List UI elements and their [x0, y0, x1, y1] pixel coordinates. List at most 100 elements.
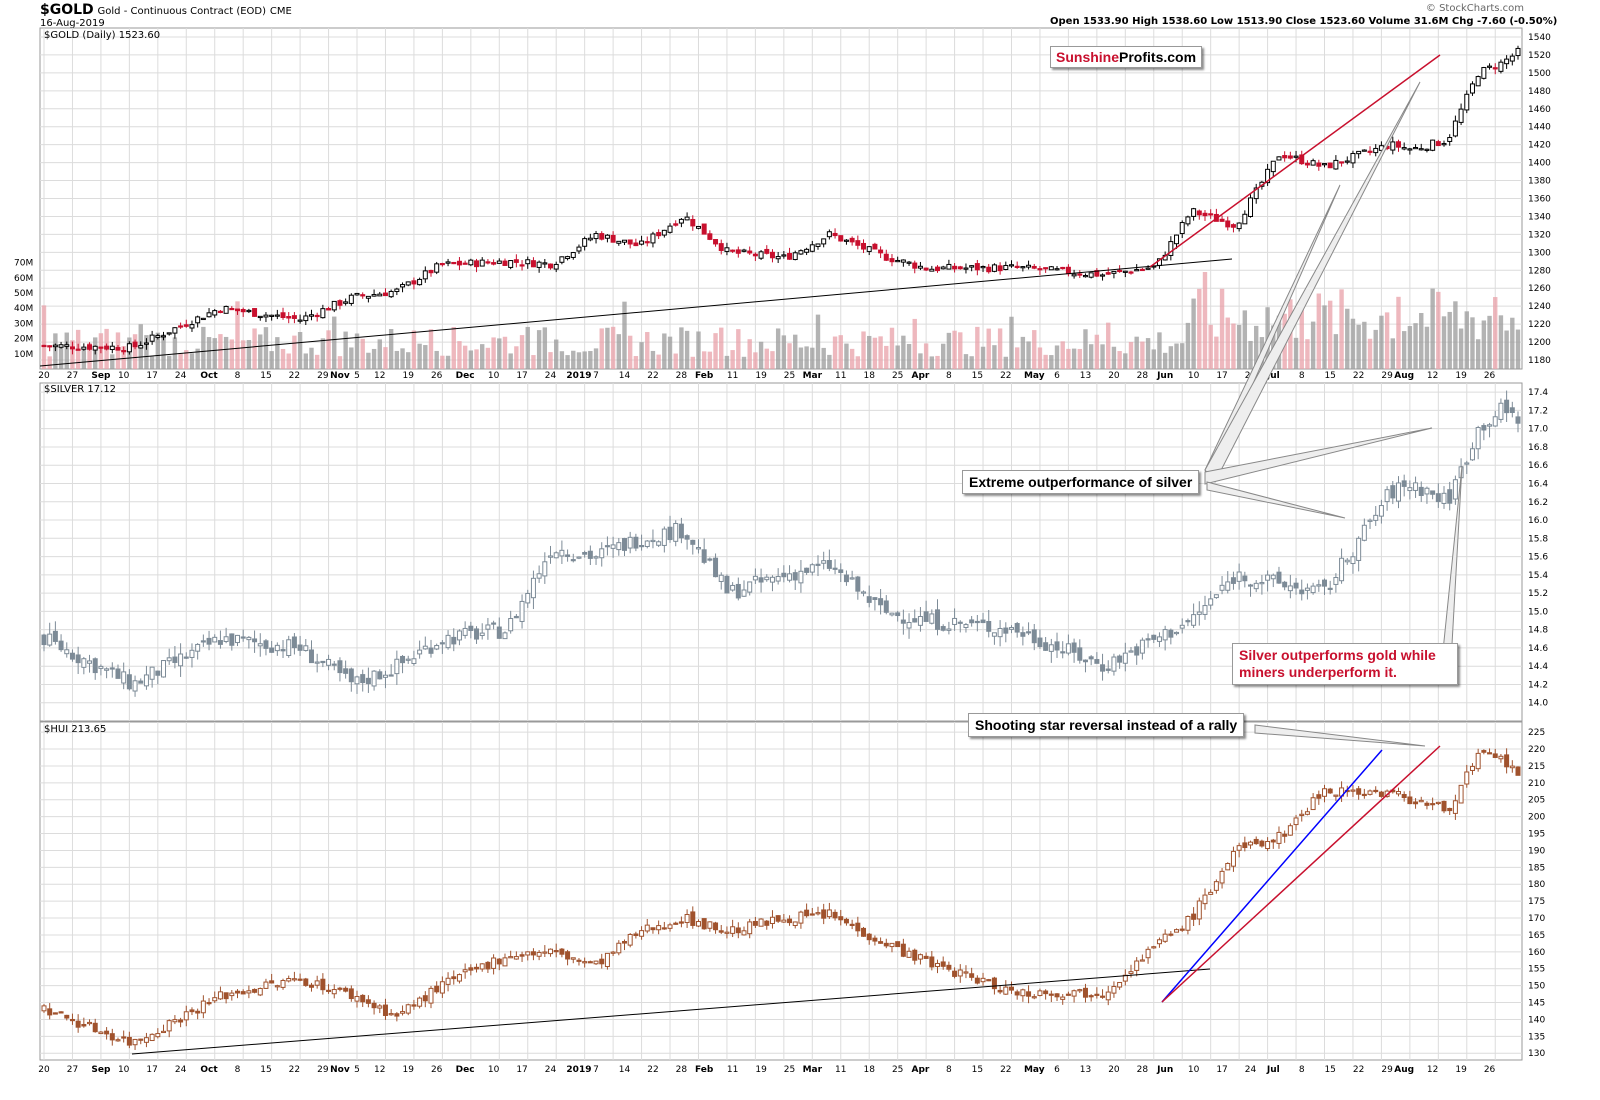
volume-bar	[189, 353, 195, 369]
candle-body	[1225, 220, 1231, 228]
candle-body	[360, 674, 366, 684]
volume-bar	[1424, 326, 1430, 369]
candle-body	[195, 1010, 201, 1014]
volume-bar	[804, 346, 809, 369]
volume-bar	[1168, 346, 1174, 369]
volume-bar	[1470, 317, 1475, 369]
candle-body	[502, 632, 508, 640]
volume-bar	[115, 332, 121, 369]
x-tick-label: 22	[289, 371, 300, 381]
volume-bar	[1401, 331, 1407, 369]
candle-body	[400, 1011, 406, 1014]
y-tick-label: 195	[1528, 830, 1545, 840]
candle-body	[456, 260, 462, 266]
candle-body	[468, 625, 474, 631]
candle-body	[109, 345, 115, 351]
candle-body	[695, 547, 701, 550]
candle-body	[695, 921, 701, 927]
candle-body	[542, 561, 548, 577]
candle-body	[684, 216, 690, 221]
volume-bar	[349, 347, 354, 369]
x-tick-label: 15	[1324, 1065, 1335, 1075]
volume-bar	[1106, 322, 1111, 369]
candle-body	[371, 294, 377, 297]
x-tick-label: Nov	[330, 371, 350, 381]
volume-bar	[286, 353, 291, 369]
candle-body	[1327, 162, 1333, 169]
candle-body	[183, 324, 189, 327]
candle-body	[553, 263, 559, 270]
candle-body	[172, 1019, 178, 1023]
volume-bar	[1510, 317, 1515, 369]
x-tick-label: 28	[1137, 1065, 1149, 1075]
volume-bar	[206, 337, 212, 369]
candle-body	[1413, 801, 1419, 805]
candle-body	[1401, 147, 1407, 150]
candle-body	[1304, 811, 1310, 815]
candle-body	[1316, 794, 1322, 799]
x-tick-label: 26	[1484, 371, 1496, 381]
x-tick-label: 18	[863, 1065, 875, 1075]
y-tick-label: 1400	[1528, 159, 1551, 169]
candle-body	[394, 658, 400, 675]
candle-body	[639, 240, 645, 245]
candle-body	[314, 661, 320, 664]
volume-bar	[1515, 329, 1521, 369]
x-tick-label: 8	[946, 371, 952, 381]
candle-body	[895, 941, 901, 948]
candle-body	[155, 335, 161, 338]
volume-bar	[332, 316, 337, 369]
candle-body	[1071, 642, 1077, 653]
candle-body	[735, 249, 741, 254]
candle-body	[929, 268, 935, 272]
y-tick-label: 225	[1528, 728, 1545, 738]
volume-bar	[696, 331, 701, 369]
x-tick-label: 25	[892, 371, 903, 381]
candle-body	[195, 643, 201, 652]
y-tick-label: 150	[1528, 982, 1545, 992]
volume-bar	[314, 354, 320, 369]
candle-body	[1031, 629, 1037, 644]
volume-bar	[1043, 354, 1048, 369]
candle-body	[1168, 241, 1174, 256]
candle-body	[1373, 514, 1379, 521]
candle-body	[1219, 218, 1225, 222]
candle-body	[1270, 160, 1276, 173]
y-tick-label: 160	[1528, 948, 1545, 958]
candle-body	[1191, 614, 1197, 626]
volume-bar	[1231, 323, 1236, 369]
candle-body	[1071, 990, 1077, 997]
candle-body	[1378, 791, 1384, 797]
candle-body	[593, 960, 599, 965]
candle-body	[75, 654, 81, 664]
volume-bar	[775, 328, 781, 369]
candle-body	[1253, 187, 1259, 200]
candle-body	[326, 989, 332, 992]
candle-body	[644, 241, 650, 244]
candle-body	[804, 567, 810, 573]
candle-body	[610, 234, 616, 243]
candle-body	[838, 916, 844, 921]
y-tick-label: 17.0	[1528, 425, 1548, 435]
candle-body	[1065, 993, 1071, 996]
candle-body	[1515, 47, 1521, 57]
candle-body	[1156, 636, 1162, 642]
candle-body	[713, 239, 719, 245]
candle-body	[576, 556, 582, 559]
volume-bar	[400, 348, 405, 369]
candle-body	[1014, 991, 1020, 996]
volume-bar	[326, 330, 331, 369]
x-tick-label: 15	[972, 371, 983, 381]
candle-body	[400, 284, 406, 288]
candle-body	[1395, 791, 1401, 795]
volume-bar	[525, 326, 530, 369]
candle-body	[872, 597, 878, 600]
volume-bar	[656, 354, 661, 369]
candle-body	[530, 951, 536, 956]
panel-title: $GOLD (Daily) 1523.60	[44, 30, 160, 41]
x-tick-label: 24	[1245, 1065, 1257, 1075]
volume-bar	[1145, 338, 1151, 369]
candle-body	[849, 923, 855, 927]
candle-body	[439, 981, 445, 994]
candle-body	[872, 243, 878, 250]
